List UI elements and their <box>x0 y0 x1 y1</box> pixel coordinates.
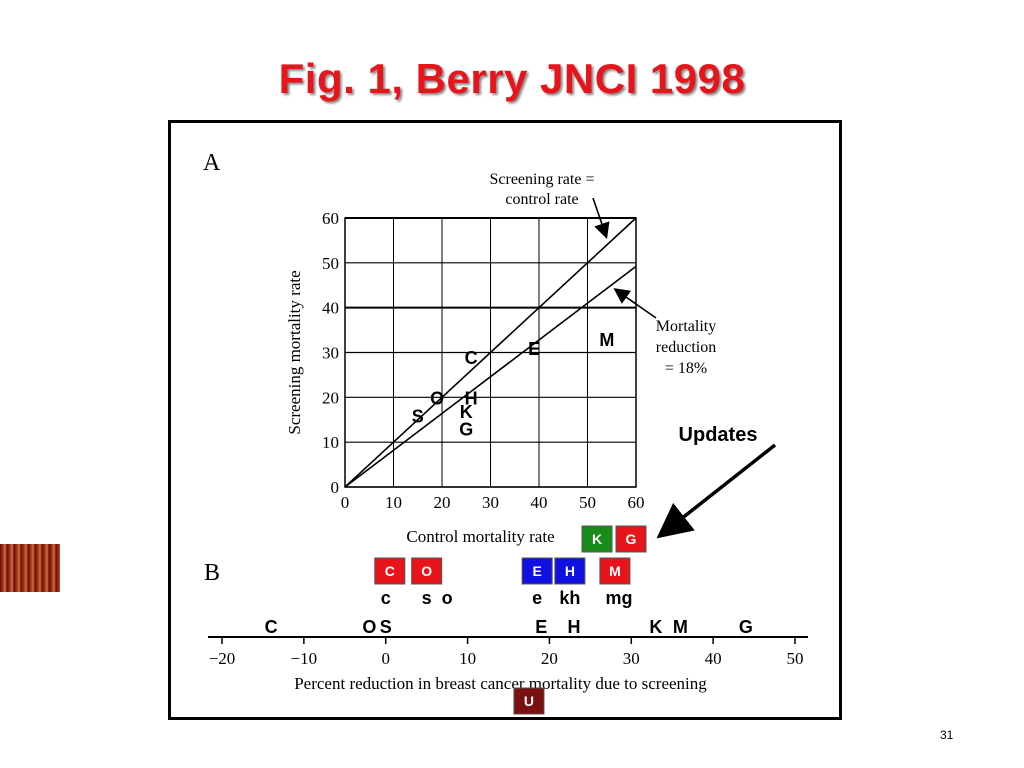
panel-b-tick-label: −10 <box>291 649 318 668</box>
svg-text:O: O <box>421 563 432 579</box>
x-tick-label: 50 <box>579 493 596 512</box>
y-tick-label: 40 <box>322 299 339 318</box>
x-tick-label: 30 <box>482 493 499 512</box>
panel-b-update-point-s: s <box>422 588 432 608</box>
panel-b-label: B <box>204 560 220 586</box>
panel-b-tick-label: 40 <box>705 649 722 668</box>
svg-text:C: C <box>385 563 395 579</box>
panel-b-point-m: M <box>673 617 688 637</box>
panel-b-point-g: G <box>739 617 753 637</box>
update-box-o: O <box>411 557 443 585</box>
data-point-g: G <box>459 420 473 440</box>
data-point-o: O <box>430 388 444 408</box>
svg-text:K: K <box>592 531 602 547</box>
panel-b-update-point-kh: kh <box>559 588 580 608</box>
panel-b-tick-label: 20 <box>541 649 558 668</box>
slide-title: Fig. 1, Berry JNCI 1998 <box>278 55 746 102</box>
reduction-line <box>344 265 637 488</box>
svg-text:U: U <box>524 693 534 709</box>
x-tick-label: 0 <box>341 493 350 512</box>
svg-text:M: M <box>609 563 621 579</box>
data-point-s: S <box>412 406 424 426</box>
figure-frame <box>168 120 842 720</box>
x-tick-label: 10 <box>385 493 402 512</box>
update-box-m: M <box>599 557 631 585</box>
page-number: 31 <box>940 728 954 742</box>
panel-b-update-point-c: c <box>381 588 391 608</box>
x-axis-title: Control mortality rate <box>406 527 554 546</box>
y-tick-label: 0 <box>331 478 340 497</box>
panel-b-tick-label: 30 <box>623 649 640 668</box>
update-box-h: H <box>554 557 586 585</box>
panel-b-update-point-mg: mg <box>606 588 633 608</box>
update-box-e: E <box>521 557 553 585</box>
data-point-c: C <box>465 348 478 368</box>
thumbnail-image <box>0 544 60 592</box>
svg-text:G: G <box>626 531 637 547</box>
svg-text:H: H <box>565 563 575 579</box>
plot-border <box>344 217 637 488</box>
x-tick-label: 60 <box>628 493 645 512</box>
identity-line <box>344 217 637 488</box>
data-point-h: H <box>465 388 478 408</box>
panel-a-update-box-k: K <box>581 525 613 553</box>
panel-b-point-h: H <box>567 617 580 637</box>
panel-b-tick-label: 10 <box>459 649 476 668</box>
panel-b-update-point-e: e <box>532 588 542 608</box>
panel-a-label: A <box>203 150 221 176</box>
update-box-c: C <box>374 557 406 585</box>
y-axis-title: Screening mortality rate <box>285 270 304 434</box>
update-box-u: U <box>513 687 545 715</box>
svg-text:E: E <box>532 563 541 579</box>
x-tick-label: 40 <box>531 493 548 512</box>
panel-b-point-e: E <box>535 617 547 637</box>
reduction-line-arrow <box>613 288 657 319</box>
data-point-k: K <box>460 402 473 422</box>
y-tick-label: 30 <box>322 344 339 363</box>
panel-a-update-box-g: G <box>615 525 647 553</box>
reduction-line-label: Mortality reduction = 18% <box>656 318 716 377</box>
panel-b-tick-label: 50 <box>787 649 804 668</box>
panel-b-point-c: C <box>265 617 278 637</box>
data-point-e: E <box>528 339 540 359</box>
y-tick-label: 60 <box>322 209 339 228</box>
data-point-m: M <box>599 330 614 350</box>
panel-b-point-k: K <box>649 617 662 637</box>
panel-b: B −20 −10 0 10 20 30 40 50 Percent reduction in b… <box>204 560 808 693</box>
panel-b-update-point-o: o <box>442 588 453 608</box>
identity-line-arrow <box>592 197 610 240</box>
panel-b-tick-label: 0 <box>381 649 390 668</box>
y-tick-label: 50 <box>322 254 339 273</box>
panel-b-point-s: S <box>380 617 392 637</box>
panel-b-tick-label: −20 <box>209 649 236 668</box>
identity-line-label: Screening rate = control rate <box>490 171 595 208</box>
panel-b-point-o: O <box>362 617 376 637</box>
y-tick-label: 10 <box>322 433 339 452</box>
updates-arrow <box>656 443 777 539</box>
panel-a: A 0 10 20 30 40 50 60 0 10 20 30 40 50 60 Screening rat… <box>203 150 716 546</box>
panel-b-x-axis-title: Percent reduction in breast cancer morta… <box>294 674 707 693</box>
y-tick-label: 20 <box>322 388 339 407</box>
x-tick-label: 20 <box>434 493 451 512</box>
updates-label: Updates <box>679 424 758 446</box>
